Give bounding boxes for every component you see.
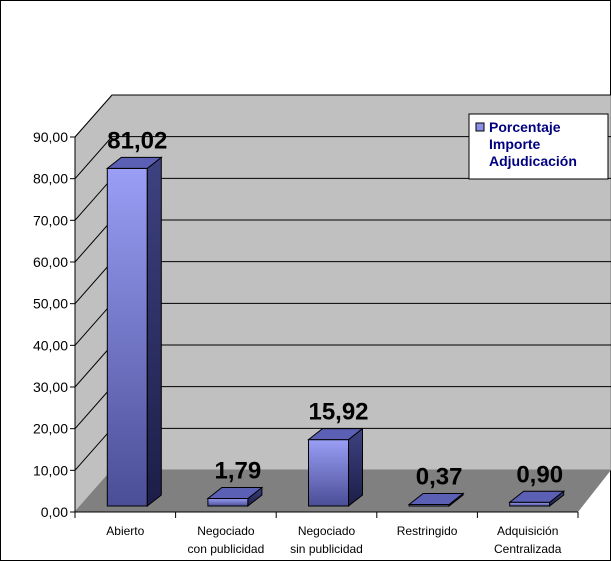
legend-label-line-1: Porcentaje (489, 119, 561, 135)
y-tick-label: 10,00 (33, 462, 68, 478)
x-tick-label: Abierto (106, 524, 144, 538)
bar (508, 490, 566, 508)
x-axis: Abierto Negociado con publicidad Negociado s… (74, 512, 579, 556)
data-label: 1,79 (215, 458, 262, 485)
bar-top (407, 492, 465, 505)
x-tick-label: sin publicidad (290, 542, 363, 556)
bar-front (308, 439, 349, 507)
y-tick-label: 0,00 (41, 504, 68, 520)
y-tick-label: 20,00 (33, 421, 68, 437)
x-tick-label: Negociado (298, 524, 356, 538)
y-tick-label: 40,00 (33, 337, 68, 353)
bar-side (146, 156, 162, 508)
x-tick-label: Negociado (197, 524, 255, 538)
bar-top (206, 487, 264, 500)
y-tick-label: 80,00 (33, 171, 68, 187)
bar (206, 486, 264, 508)
data-label: 0,90 (516, 461, 563, 488)
x-tick-label: Restringido (397, 524, 458, 538)
y-tick-label: 70,00 (33, 212, 68, 228)
legend-swatch (475, 122, 485, 132)
y-axis: 0,00 10,00 20,00 30,00 40,00 50,00 60,00 70,00 8… (33, 129, 75, 520)
data-labels: 81,02 1,79 15,92 0,37 0,90 (107, 127, 563, 490)
bar-front (207, 498, 249, 507)
x-tick-label: Adquisición (497, 524, 558, 538)
x-tick-label: con publicidad (188, 542, 265, 556)
data-label: 15,92 (308, 399, 368, 426)
y-tick-label: 90,00 (33, 129, 68, 145)
bar-side (348, 427, 363, 508)
bar-top (508, 490, 566, 503)
legend: Porcentaje Importe Adjudicación (468, 113, 609, 180)
data-label: 81,02 (107, 127, 167, 154)
gridline (74, 136, 611, 179)
legend-box (468, 113, 609, 180)
y-tick-label: 60,00 (33, 254, 68, 270)
x-tick-label: Centralizada (494, 542, 562, 556)
bar (307, 427, 364, 508)
y-tick-label: 30,00 (33, 379, 68, 395)
bar-top (307, 428, 364, 441)
legend-label-line-3: Adjudicación (489, 153, 577, 169)
data-label: 0,37 (416, 463, 463, 490)
gridline (74, 94, 611, 138)
bar (105, 156, 163, 508)
bars (105, 156, 566, 508)
bar-front (509, 501, 551, 507)
bar (407, 492, 465, 508)
legend-label-line-2: Importe (489, 136, 541, 152)
bar-top (105, 156, 163, 169)
bar-front (106, 167, 148, 507)
y-tick-label: 50,00 (33, 296, 68, 312)
